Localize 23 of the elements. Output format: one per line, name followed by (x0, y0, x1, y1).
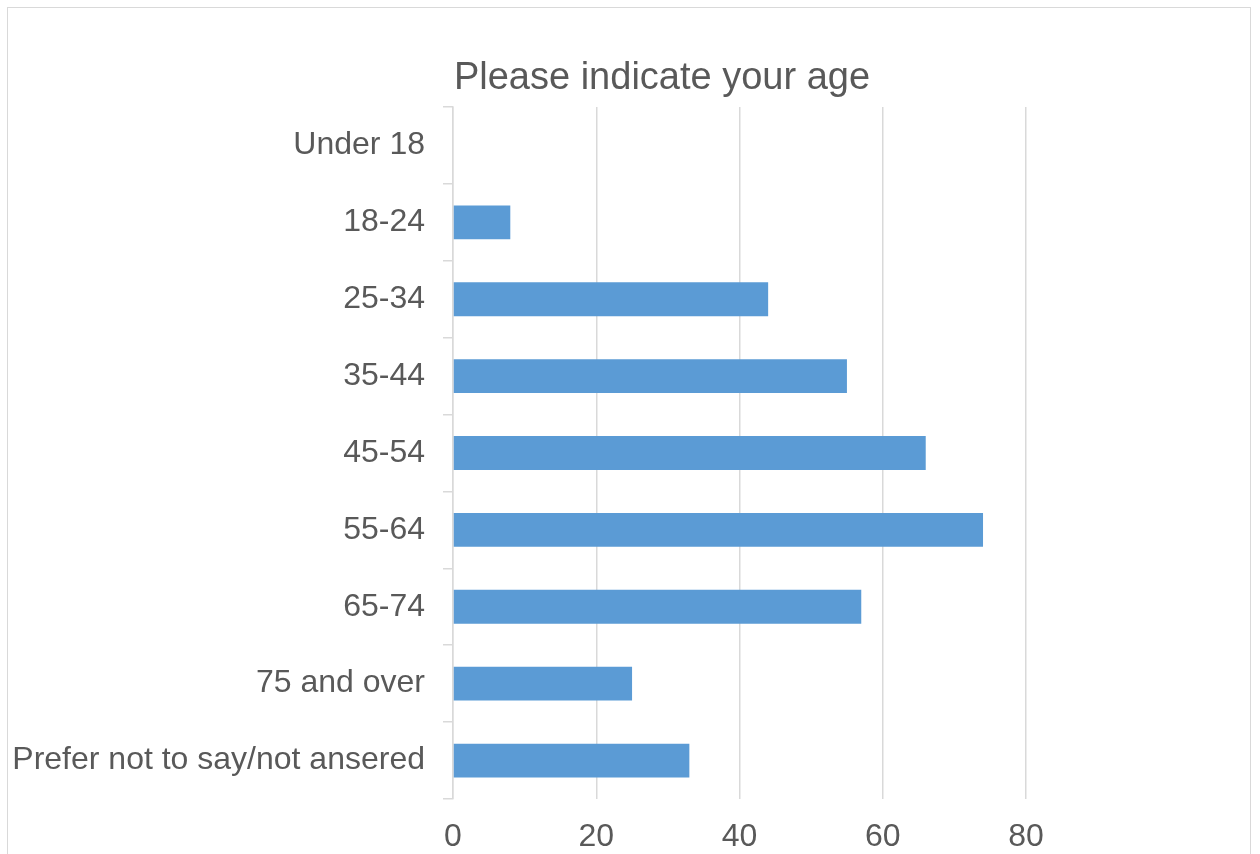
bar (453, 282, 769, 317)
bar (453, 436, 926, 470)
x-tick-label: 60 (864, 817, 901, 854)
y-tick-label: Under 18 (293, 125, 425, 162)
x-tick-label: 40 (721, 817, 758, 854)
y-tick-label: 55-64 (343, 509, 425, 546)
y-tick-label: 18-24 (343, 202, 425, 239)
bar (453, 743, 690, 778)
bar (453, 666, 633, 701)
y-tick-label: 45-54 (343, 432, 425, 469)
bar (453, 589, 862, 624)
y-tick-label: Prefer not to say/not ansered (12, 740, 425, 777)
y-tick-label: 75 and over (255, 663, 426, 700)
y-tick-label: 65-74 (343, 586, 425, 623)
y-tick-label: 25-34 (343, 279, 425, 316)
x-tick-label: 20 (578, 817, 615, 854)
bar (453, 359, 847, 394)
y-tick-label: 35-44 (343, 355, 425, 392)
x-tick-label: 80 (1008, 817, 1044, 854)
x-tick-label: 0 (444, 817, 462, 854)
bar (453, 512, 984, 547)
chart-title: Please indicate your age (453, 55, 871, 97)
bar (453, 205, 511, 240)
